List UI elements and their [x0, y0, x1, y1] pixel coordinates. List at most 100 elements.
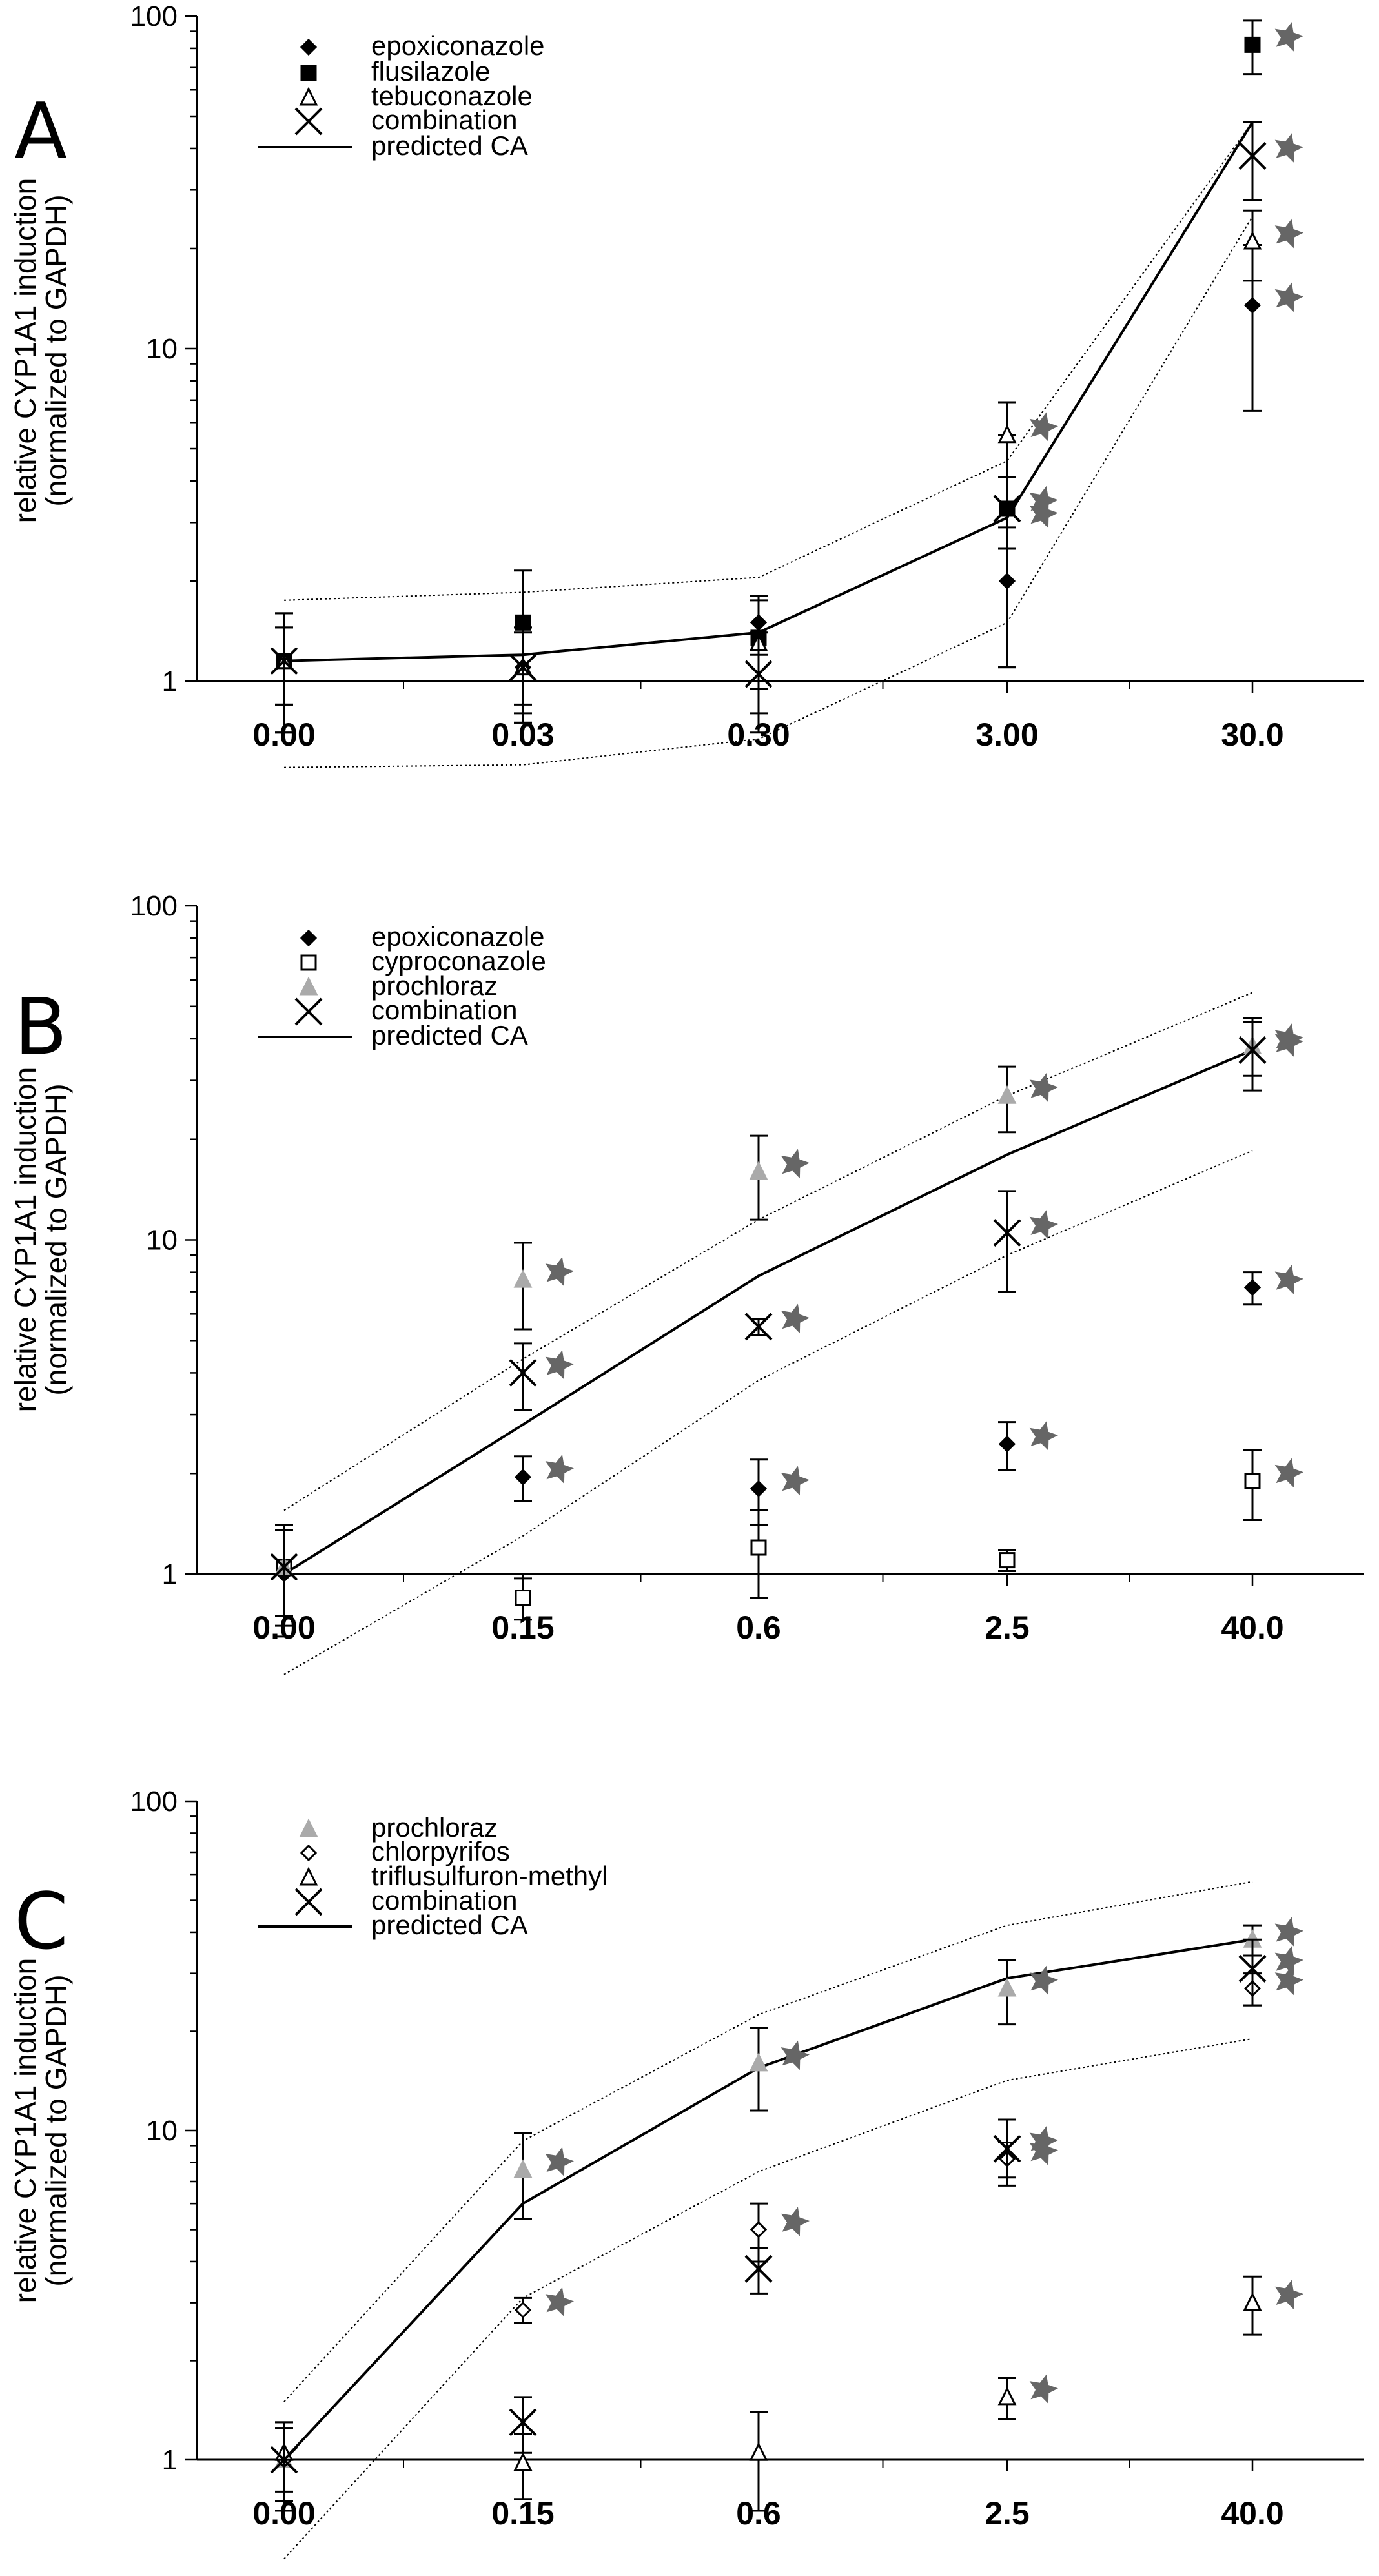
marker-tebuconazole: [1243, 230, 1262, 250]
marker-cyproconazole: [999, 1552, 1016, 1569]
legend-marker-epoxiconazole: [300, 38, 318, 56]
x-tick-label: 2.5: [985, 1610, 1030, 1646]
significance-star: [1274, 2280, 1303, 2309]
legend-label: combination: [371, 1885, 517, 1916]
legend-label: tebuconazole: [371, 81, 533, 111]
y-tick-label: 10: [146, 1225, 178, 1256]
y-tick-label: 10: [146, 333, 178, 365]
marker-combination: [270, 647, 298, 675]
y-axis-label-line-2: (normalized to GAPDH): [39, 1974, 73, 2286]
significance-star: [1029, 1965, 1058, 1996]
legend-marker-chlorpyrifos: [300, 1844, 318, 1862]
marker-combination: [270, 1553, 298, 1581]
marker-combination: [509, 653, 537, 682]
series-chlorpyrifos: [275, 1965, 1303, 2502]
marker-prochloraz: [749, 2052, 768, 2072]
significance-star: [1029, 1210, 1058, 1240]
legend: epoxiconazoleflusilazoletebuconazolecomb…: [258, 30, 545, 161]
legend-label: combination: [371, 995, 517, 1025]
significance-star: [1274, 1946, 1303, 1976]
legend-marker-prochloraz: [299, 1818, 318, 1837]
significance-star: [1274, 1458, 1303, 1487]
significance-star: [1274, 282, 1303, 312]
significance-star: [781, 1303, 810, 1334]
marker-combination: [744, 1313, 773, 1341]
marker-combination: [1238, 1954, 1267, 1983]
marker-combination: [744, 2254, 773, 2283]
significance-star: [1029, 2374, 1058, 2404]
legend-marker-triflusulfuron-methyl: [299, 1866, 318, 1886]
significance-star: [545, 2287, 574, 2317]
legend-label: combination: [371, 105, 517, 135]
legend-label: epoxiconazole: [371, 30, 545, 61]
marker-triflusulfuron-methyl: [513, 2452, 533, 2471]
legend-marker-combination: [294, 997, 323, 1026]
marker-combination: [993, 1219, 1021, 1247]
marker-prochloraz: [749, 1161, 768, 1180]
legend-label: predicted CA: [371, 1910, 528, 1940]
ci-lower-line: [283, 1150, 1253, 1675]
legend-marker-cyproconazole: [300, 954, 317, 971]
legend-label: cyproconazole: [371, 946, 546, 976]
significance-star: [781, 1466, 810, 1496]
significance-star: [1274, 218, 1303, 249]
y-tick-label: 1: [162, 1559, 178, 1590]
marker-prochloraz: [997, 1085, 1017, 1104]
ci-upper-line: [283, 1881, 1253, 2402]
panel-letter: C: [14, 1877, 68, 1967]
y-tick-label: 100: [130, 890, 178, 922]
marker-epoxiconazole: [514, 1468, 532, 1486]
y-tick-label: 10: [146, 2115, 178, 2147]
marker-combination: [1238, 1036, 1267, 1064]
series-tebuconazole: [274, 209, 1303, 715]
significance-star: [545, 1350, 574, 1380]
significance-star: [1274, 133, 1303, 163]
marker-epoxiconazole: [1243, 296, 1262, 314]
legend-marker-flusilazole: [300, 65, 317, 81]
marker-combination: [744, 660, 773, 688]
marker-triflusulfuron-methyl: [997, 2386, 1017, 2406]
significance-star: [1029, 498, 1058, 529]
legend-label: prochloraz: [371, 1812, 498, 1843]
marker-epoxiconazole: [750, 1480, 768, 1498]
y-tick-label: 1: [162, 2444, 178, 2476]
marker-chlorpyrifos: [514, 2301, 532, 2319]
marker-epoxiconazole: [998, 1435, 1016, 1453]
y-axis-label: relative CYP1A1 induction(normalized to …: [8, 1958, 73, 2303]
marker-combination: [509, 1359, 537, 1387]
marker-cyproconazole: [750, 1539, 767, 1556]
marker-cyproconazole: [515, 1590, 531, 1606]
x-tick-label: 40.0: [1221, 2495, 1283, 2531]
x-tick-label: 2.5: [985, 2495, 1030, 2531]
legend-label: flusilazole: [371, 56, 490, 87]
y-axis-label-line-1: relative CYP1A1 induction: [8, 178, 42, 523]
ci-upper-line: [283, 121, 1253, 601]
x-tick-label: 0.15: [491, 2495, 554, 2531]
legend-marker-combination: [294, 107, 323, 136]
significance-star: [1274, 1027, 1303, 1057]
x-tick-label: 3.00: [976, 717, 1038, 753]
significance-star: [1274, 1265, 1303, 1294]
marker-combination: [509, 2408, 537, 2437]
legend-label: chlorpyrifos: [371, 1836, 510, 1866]
significance-star: [545, 1256, 574, 1287]
significance-star: [781, 2040, 810, 2070]
y-axis-label-line-1: relative CYP1A1 induction: [8, 1958, 42, 2303]
significance-star: [1029, 1421, 1058, 1451]
marker-triflusulfuron-methyl: [1243, 2292, 1262, 2311]
x-tick-label: 40.0: [1221, 1610, 1283, 1646]
series-prochloraz: [274, 1917, 1303, 2512]
marker-tebuconazole: [997, 424, 1017, 444]
series-combination: [270, 1938, 1303, 2502]
ci-lower-line: [283, 2038, 1253, 2560]
legend: epoxiconazolecyproconazoleprochlorazcomb…: [258, 921, 546, 1050]
marker-combination: [993, 495, 1021, 523]
significance-star: [1029, 412, 1058, 442]
significance-star: [545, 1454, 574, 1484]
marker-prochloraz: [513, 2159, 533, 2178]
y-axis-label-line-2: (normalized to GAPDH): [39, 194, 73, 506]
marker-flusilazole: [1244, 36, 1261, 53]
ci-upper-line: [283, 992, 1253, 1511]
legend-marker-combination: [294, 1888, 323, 1916]
